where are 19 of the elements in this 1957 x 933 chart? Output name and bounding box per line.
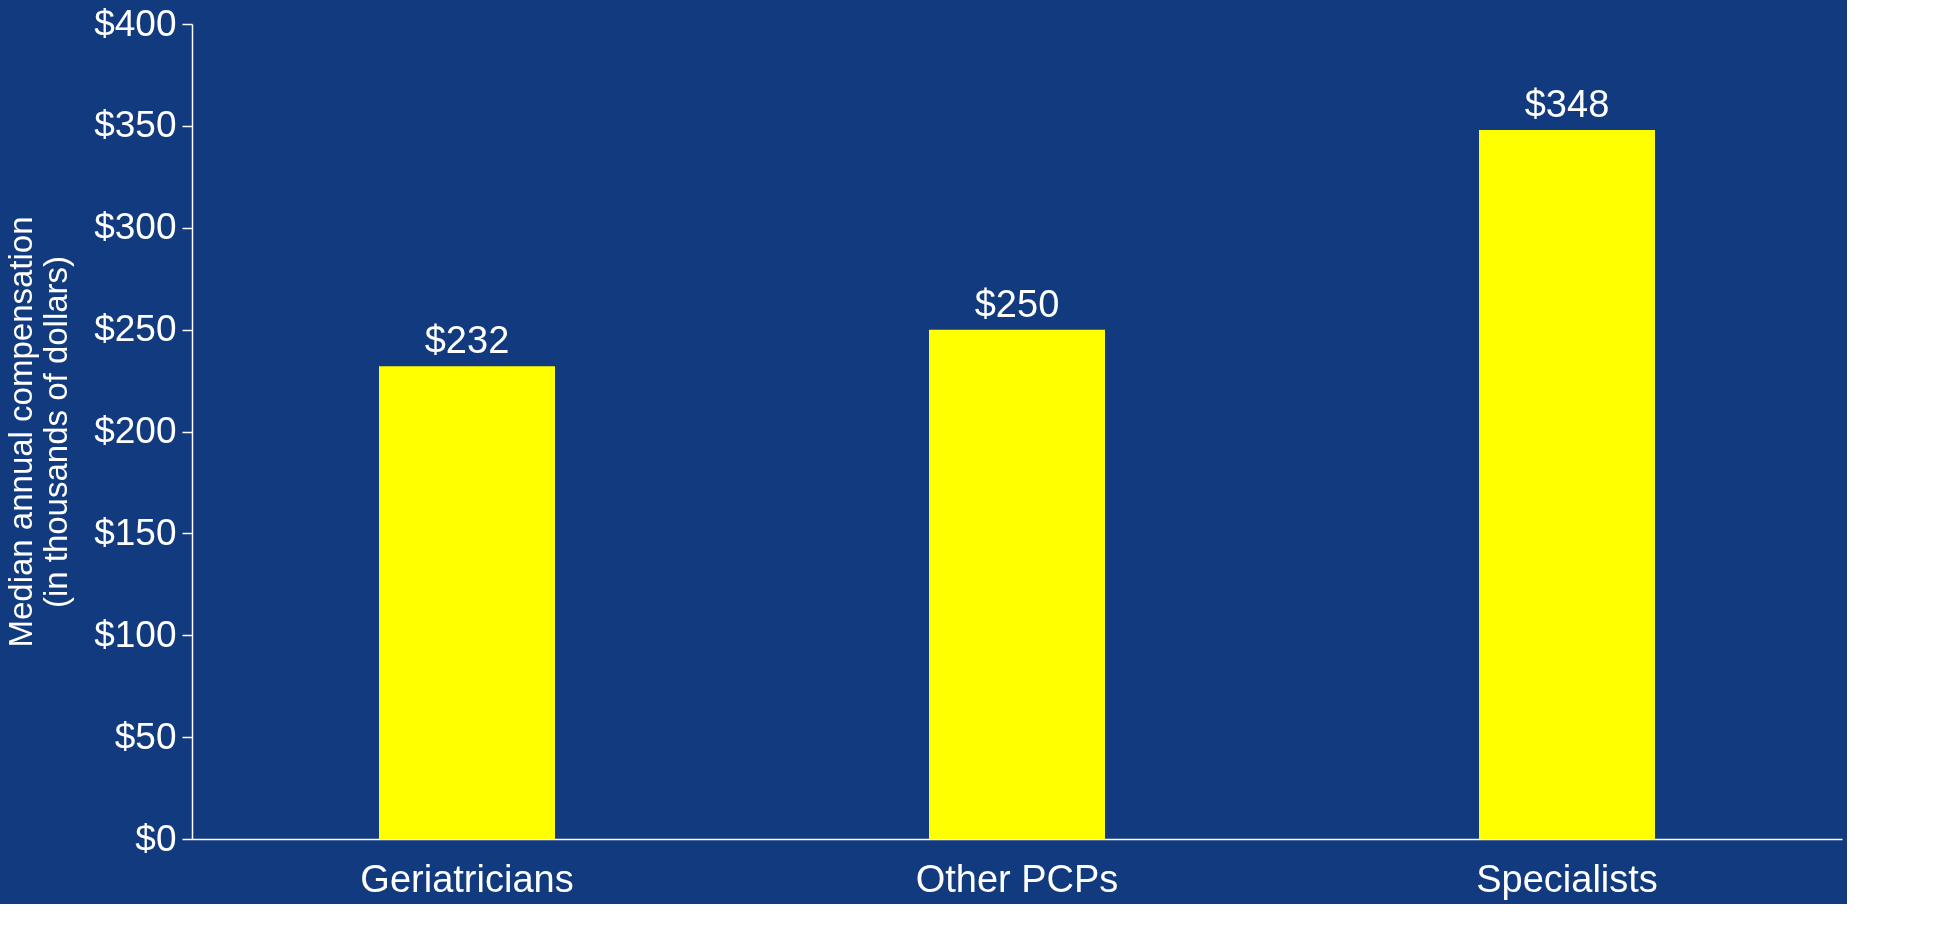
bar xyxy=(929,329,1105,839)
y-tick-label: $50 xyxy=(114,715,177,757)
y-tick-label: $150 xyxy=(94,511,177,553)
y-tick-label: $0 xyxy=(135,817,177,859)
y-tick-label: $100 xyxy=(94,613,177,655)
data-label: $250 xyxy=(974,282,1060,325)
data-label: $348 xyxy=(1524,82,1610,125)
y-tick-label: $250 xyxy=(94,308,177,350)
y-axis-title: Median annual compensation (in thousands of dollars) xyxy=(2,216,75,648)
y-tick-label: $350 xyxy=(94,104,177,146)
data-label: $232 xyxy=(424,319,510,362)
bar xyxy=(1479,129,1655,839)
x-tick-label: Other PCPs xyxy=(915,857,1119,900)
y-tick-label: $300 xyxy=(94,206,177,248)
bar xyxy=(379,366,555,839)
y-tick-label: $400 xyxy=(94,2,177,44)
y-tick-label: $200 xyxy=(94,410,177,451)
x-tick-label: Geriatricians xyxy=(360,857,574,900)
x-tick-label: Specialists xyxy=(1476,857,1658,900)
